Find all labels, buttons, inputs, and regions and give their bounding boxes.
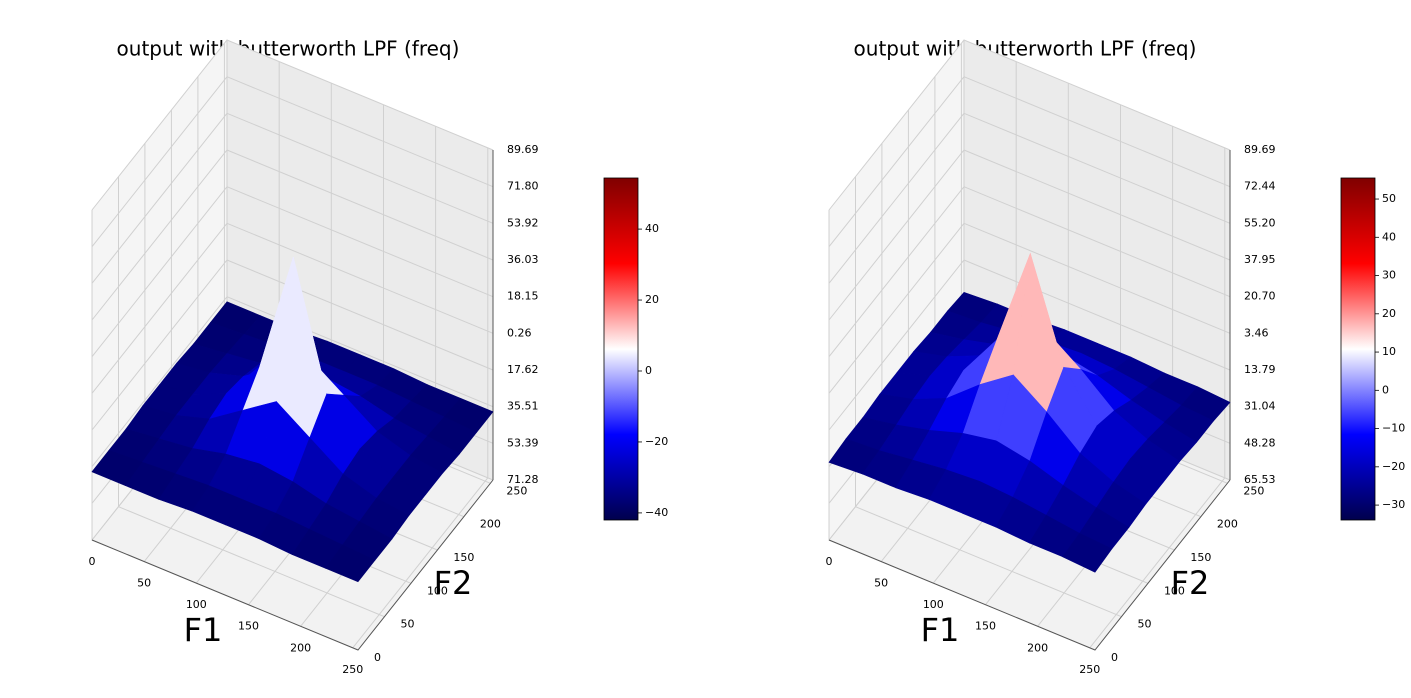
axis-line bbox=[91, 479, 494, 651]
y-tick-label: 150 bbox=[453, 551, 474, 564]
z-tick-label: 71.80 bbox=[507, 180, 539, 193]
z-tick-label: 89.69 bbox=[1244, 143, 1276, 156]
z-tick-label: 71.28 bbox=[507, 473, 539, 486]
x-tick-label: 200 bbox=[290, 641, 311, 654]
x-tick-label: 200 bbox=[1027, 641, 1048, 654]
colorbar bbox=[1340, 177, 1376, 521]
x-tick-label: 0 bbox=[826, 555, 833, 568]
z-tick-label: 53.39 bbox=[507, 436, 539, 449]
left-pane bbox=[829, 40, 964, 540]
z-tick-label: 65.53 bbox=[1244, 473, 1276, 486]
z-tick-label: 0.26 bbox=[507, 326, 532, 339]
y-tick-label: 250 bbox=[506, 484, 527, 497]
colorbar-tick-label: 0 bbox=[645, 364, 652, 377]
colorbar-tick-label: 10 bbox=[1382, 345, 1396, 358]
z-tick-label: 31.04 bbox=[1244, 400, 1276, 413]
colorbar bbox=[603, 177, 639, 521]
x-grid-line bbox=[352, 147, 489, 649]
x-tick-label: 150 bbox=[238, 620, 259, 633]
surface-cell bbox=[325, 544, 376, 583]
y-axis-label: F2 bbox=[434, 564, 473, 602]
x-tick-label: 250 bbox=[342, 663, 363, 676]
y-axis-label: F2 bbox=[1171, 564, 1210, 602]
x-tick-label: 150 bbox=[975, 620, 996, 633]
x-grid-line bbox=[1089, 147, 1226, 649]
z-tick-label: 18.15 bbox=[507, 290, 539, 303]
y-tick-label: 150 bbox=[1190, 551, 1211, 564]
colorbar-tick-label: 30 bbox=[1382, 269, 1396, 282]
z-tick-label: 89.69 bbox=[507, 143, 539, 156]
colorbar-tick-label: −30 bbox=[1382, 498, 1405, 511]
x-axis-label: F1 bbox=[184, 611, 223, 649]
y-tick-label: 100 bbox=[427, 584, 448, 597]
y-tick-label: 0 bbox=[374, 651, 381, 664]
colorbar-tick-label: 50 bbox=[1382, 192, 1396, 205]
y-grid-line bbox=[855, 176, 1122, 618]
z-tick-label: 35.51 bbox=[507, 400, 539, 413]
x-tick-label: 50 bbox=[137, 577, 151, 590]
x-tick-label: 100 bbox=[923, 598, 944, 611]
y-tick-label: 50 bbox=[1137, 618, 1151, 631]
y-tick-label: 200 bbox=[480, 518, 501, 531]
y-tick-label: 250 bbox=[1243, 484, 1264, 497]
z-tick-label: 55.20 bbox=[1244, 216, 1276, 229]
surface-cell bbox=[1062, 533, 1113, 573]
z-tick-label: 37.95 bbox=[1244, 253, 1276, 266]
axis-line bbox=[828, 479, 1231, 651]
y-tick-label: 0 bbox=[1111, 651, 1118, 664]
colorbar-tick-label: 40 bbox=[1382, 230, 1396, 243]
x-axis-label: F1 bbox=[921, 611, 960, 649]
z-tick-label: 13.79 bbox=[1244, 363, 1276, 376]
z-tick-label: 48.28 bbox=[1244, 436, 1276, 449]
x-tick-label: 50 bbox=[874, 577, 888, 590]
colorbar-tick-label: 20 bbox=[645, 293, 659, 306]
z-tick-label: 72.44 bbox=[1244, 180, 1276, 193]
left-pane bbox=[92, 40, 227, 540]
x-tick-label: 0 bbox=[89, 555, 96, 568]
chart-title: output with butterworth LPF (freq) bbox=[854, 37, 1197, 61]
z-tick-label: 36.03 bbox=[507, 253, 539, 266]
y-tick-label: 200 bbox=[1217, 518, 1238, 531]
y-grid-line bbox=[118, 176, 385, 618]
chart-title: output with butterworth LPF (freq) bbox=[117, 37, 460, 61]
z-tick-label: 3.46 bbox=[1244, 326, 1269, 339]
colorbar-tick-label: −20 bbox=[645, 435, 668, 448]
colorbar-tick-label: −10 bbox=[1382, 422, 1405, 435]
colorbar-tick-label: 20 bbox=[1382, 307, 1396, 320]
z-tick-label: 20.70 bbox=[1244, 290, 1276, 303]
y-tick-label: 100 bbox=[1164, 584, 1185, 597]
z-tick-label: 53.92 bbox=[507, 216, 539, 229]
y-tick-label: 50 bbox=[400, 618, 414, 631]
x-tick-label: 100 bbox=[186, 598, 207, 611]
x-tick-label: 250 bbox=[1079, 663, 1100, 676]
colorbar-tick-label: 40 bbox=[645, 222, 659, 235]
colorbar-tick-label: −20 bbox=[1382, 460, 1405, 473]
z-tick-label: 17.62 bbox=[507, 363, 539, 376]
colorbar-tick-label: 0 bbox=[1382, 383, 1389, 396]
colorbar-tick-label: −40 bbox=[645, 506, 668, 519]
